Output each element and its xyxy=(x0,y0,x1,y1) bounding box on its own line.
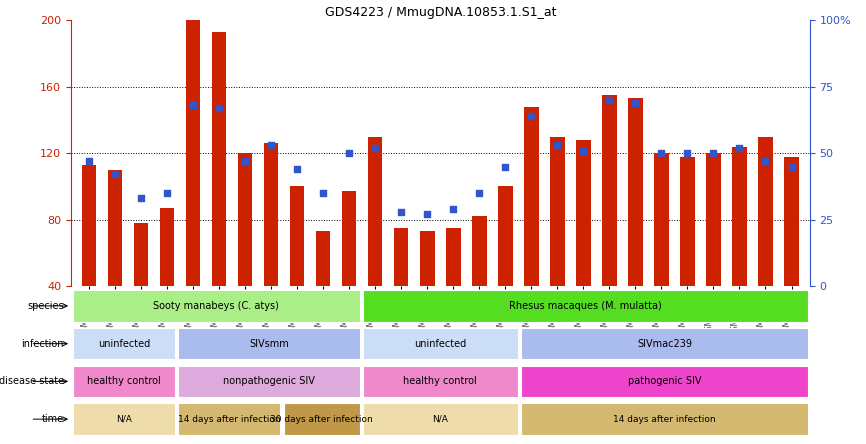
Bar xyxy=(785,157,798,286)
Point xyxy=(368,144,382,151)
FancyBboxPatch shape xyxy=(73,404,175,435)
FancyBboxPatch shape xyxy=(521,328,808,359)
Point xyxy=(759,158,772,165)
Point xyxy=(473,190,487,197)
Bar xyxy=(681,157,695,286)
Bar xyxy=(212,32,226,286)
Bar xyxy=(420,231,435,286)
FancyBboxPatch shape xyxy=(178,404,281,435)
Text: uninfected: uninfected xyxy=(414,339,467,349)
Bar xyxy=(394,228,409,286)
Bar xyxy=(602,95,617,286)
Text: N/A: N/A xyxy=(116,415,132,424)
Point xyxy=(551,142,565,149)
Point xyxy=(212,104,226,111)
Text: time: time xyxy=(42,414,63,424)
Bar xyxy=(576,140,591,286)
Text: uninfected: uninfected xyxy=(98,339,150,349)
Title: GDS4223 / MmugDNA.10853.1.S1_at: GDS4223 / MmugDNA.10853.1.S1_at xyxy=(325,6,556,19)
Bar xyxy=(316,231,331,286)
FancyBboxPatch shape xyxy=(284,404,359,435)
Point xyxy=(733,144,746,151)
FancyBboxPatch shape xyxy=(521,366,808,397)
Point xyxy=(264,142,278,149)
Point xyxy=(186,102,200,109)
Bar xyxy=(290,186,305,286)
Text: 14 days after infection: 14 days after infection xyxy=(178,415,281,424)
Text: infection: infection xyxy=(21,339,63,349)
FancyBboxPatch shape xyxy=(363,328,518,359)
Bar xyxy=(472,217,487,286)
Point xyxy=(238,158,252,165)
Bar xyxy=(134,223,148,286)
Bar xyxy=(524,107,539,286)
Text: 30 days after infection: 30 days after infection xyxy=(270,415,373,424)
Point xyxy=(499,163,513,170)
Point xyxy=(290,166,304,173)
Point xyxy=(447,206,461,213)
Point xyxy=(655,150,669,157)
Point xyxy=(629,99,643,106)
Text: SIVmac239: SIVmac239 xyxy=(637,339,692,349)
Point xyxy=(134,195,148,202)
Bar xyxy=(655,153,669,286)
FancyBboxPatch shape xyxy=(73,290,359,321)
Point xyxy=(707,150,721,157)
Point xyxy=(603,96,617,103)
Bar xyxy=(238,153,252,286)
Text: 14 days after infection: 14 days after infection xyxy=(613,415,716,424)
Bar xyxy=(733,147,746,286)
Point xyxy=(108,171,122,178)
Text: Rhesus macaques (M. mulatta): Rhesus macaques (M. mulatta) xyxy=(509,301,662,311)
Bar xyxy=(550,137,565,286)
Bar xyxy=(160,208,174,286)
Bar xyxy=(342,191,357,286)
Point xyxy=(681,150,695,157)
Bar xyxy=(759,137,772,286)
Text: pathogenic SIV: pathogenic SIV xyxy=(628,377,701,386)
Bar xyxy=(108,170,122,286)
Point xyxy=(785,163,798,170)
Bar xyxy=(707,153,721,286)
Point xyxy=(316,190,330,197)
Text: healthy control: healthy control xyxy=(87,377,161,386)
FancyBboxPatch shape xyxy=(73,328,175,359)
Bar xyxy=(498,186,513,286)
Text: healthy control: healthy control xyxy=(404,377,477,386)
FancyBboxPatch shape xyxy=(178,366,359,397)
FancyBboxPatch shape xyxy=(521,404,808,435)
Bar xyxy=(446,228,461,286)
FancyBboxPatch shape xyxy=(363,290,808,321)
Text: N/A: N/A xyxy=(432,415,449,424)
Point xyxy=(420,211,434,218)
Text: SIVsmm: SIVsmm xyxy=(249,339,288,349)
Bar xyxy=(186,20,200,286)
Bar xyxy=(82,165,96,286)
FancyBboxPatch shape xyxy=(178,328,359,359)
Point xyxy=(394,208,408,215)
Point xyxy=(82,158,96,165)
Text: Sooty manabeys (C. atys): Sooty manabeys (C. atys) xyxy=(153,301,279,311)
Bar xyxy=(368,137,383,286)
Text: nonpathogenic SIV: nonpathogenic SIV xyxy=(223,377,315,386)
Point xyxy=(342,150,356,157)
Point xyxy=(577,147,591,154)
Point xyxy=(160,190,174,197)
Text: species: species xyxy=(27,301,63,311)
FancyBboxPatch shape xyxy=(363,404,518,435)
FancyBboxPatch shape xyxy=(363,366,518,397)
Point xyxy=(525,112,539,119)
Text: disease state: disease state xyxy=(0,377,63,386)
Bar xyxy=(629,98,643,286)
Bar xyxy=(264,143,279,286)
FancyBboxPatch shape xyxy=(73,366,175,397)
